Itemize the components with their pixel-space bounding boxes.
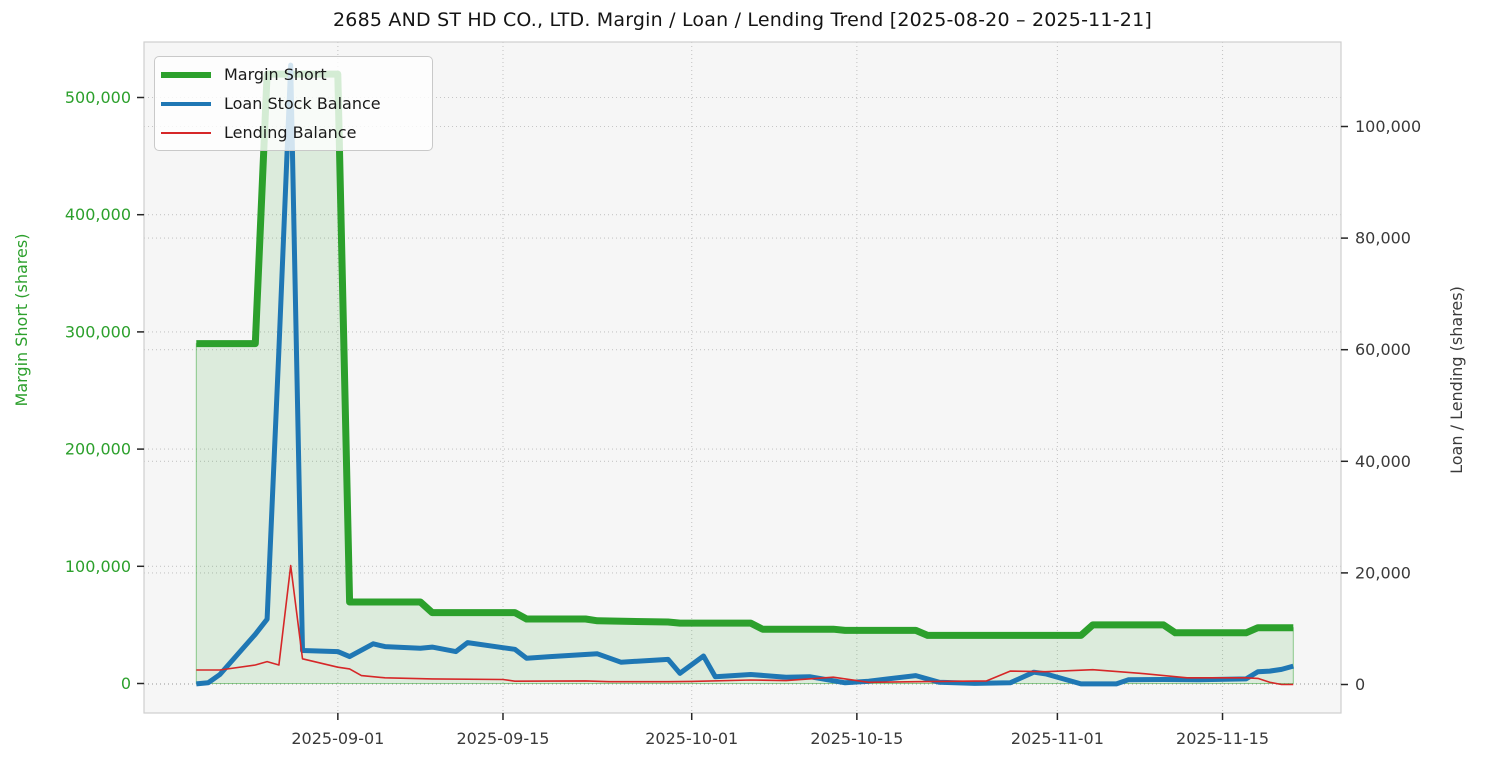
legend-swatch-icon bbox=[161, 101, 211, 106]
legend-swatch-icon bbox=[161, 131, 211, 134]
left-tick-label: 500,000 bbox=[65, 88, 131, 107]
right-axis-label: Loan / Lending (shares) bbox=[1447, 286, 1466, 474]
left-tick-label: 300,000 bbox=[65, 322, 131, 341]
tick-marks bbox=[137, 96, 1348, 720]
chart-title: 2685 AND ST HD CO., LTD. Margin / Loan /… bbox=[333, 9, 1152, 31]
legend-label: Margin Short bbox=[224, 65, 327, 84]
x-tick-label: 2025-11-01 bbox=[1011, 729, 1104, 748]
x-tick-label: 2025-11-15 bbox=[1176, 729, 1269, 748]
right-tick-label: 80,000 bbox=[1355, 229, 1411, 248]
x-tick-label: 2025-09-15 bbox=[456, 729, 549, 748]
left-tick-label: 200,000 bbox=[65, 440, 131, 459]
plot-border bbox=[143, 41, 1342, 714]
legend-item-lending-balance: Lending Balance bbox=[161, 118, 424, 147]
x-tick-label: 2025-10-01 bbox=[645, 729, 738, 748]
loan-stock-balance-line bbox=[196, 62, 1294, 687]
legend: Margin Short Loan Stock Balance Lending Ba… bbox=[154, 56, 433, 151]
x-tick-label: 2025-09-01 bbox=[291, 729, 384, 748]
legend-label: Lending Balance bbox=[224, 123, 357, 142]
right-tick-label: 20,000 bbox=[1355, 563, 1411, 582]
left-axis-label: Margin Short (shares) bbox=[12, 233, 31, 407]
left-tick-label: 0 bbox=[121, 674, 131, 693]
lending-balance-line bbox=[196, 564, 1294, 686]
left-tick-label: 400,000 bbox=[65, 205, 131, 224]
right-tick-label: 40,000 bbox=[1355, 452, 1411, 471]
legend-item-margin-short: Margin Short bbox=[161, 60, 424, 89]
margin-short-line bbox=[196, 70, 1294, 639]
left-tick-label: 100,000 bbox=[65, 557, 131, 576]
right-tick-label: 60,000 bbox=[1355, 340, 1411, 359]
tick-labels: 0 100,000 200,000 300,000 400,000 500,000 0 20,… bbox=[65, 88, 1421, 748]
right-tick-label: 100,000 bbox=[1355, 117, 1421, 136]
legend-label: Loan Stock Balance bbox=[224, 94, 381, 113]
x-tick-label: 2025-10-15 bbox=[810, 729, 903, 748]
right-tick-label: 0 bbox=[1355, 675, 1365, 694]
legend-swatch-icon bbox=[161, 71, 211, 78]
legend-item-loan-stock-balance: Loan Stock Balance bbox=[161, 89, 424, 118]
